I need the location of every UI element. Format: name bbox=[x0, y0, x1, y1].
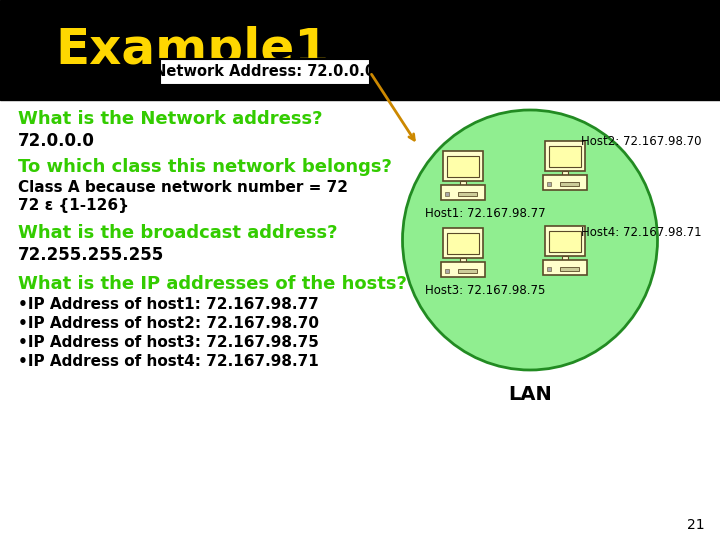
Bar bbox=[447, 233, 479, 254]
Bar bbox=[441, 262, 485, 276]
Bar bbox=[443, 151, 483, 181]
Text: Class A because network number = 72: Class A because network number = 72 bbox=[18, 180, 348, 195]
Bar bbox=[443, 228, 483, 258]
Bar bbox=[547, 267, 552, 271]
Text: Host2: 72.167.98.70: Host2: 72.167.98.70 bbox=[581, 135, 701, 148]
Bar bbox=[549, 146, 581, 167]
Bar bbox=[562, 256, 567, 260]
Text: Example1: Example1 bbox=[55, 26, 329, 74]
Text: •IP Address of host2: 72.167.98.70: •IP Address of host2: 72.167.98.70 bbox=[18, 316, 319, 331]
Text: •IP Address of host4: 72.167.98.71: •IP Address of host4: 72.167.98.71 bbox=[18, 354, 319, 369]
Text: 72.255.255.255: 72.255.255.255 bbox=[18, 246, 164, 264]
Bar bbox=[458, 269, 477, 273]
Text: Network Address: 72.0.0.0: Network Address: 72.0.0.0 bbox=[154, 64, 376, 79]
Text: Host3: 72.167.98.75: Host3: 72.167.98.75 bbox=[425, 284, 545, 297]
Bar bbox=[562, 171, 567, 175]
Text: What is the IP addresses of the hosts?: What is the IP addresses of the hosts? bbox=[18, 275, 407, 293]
Bar bbox=[460, 181, 466, 185]
Text: What is the broadcast address?: What is the broadcast address? bbox=[18, 224, 338, 242]
Bar bbox=[543, 175, 587, 190]
Bar bbox=[445, 269, 449, 273]
Bar bbox=[445, 192, 449, 195]
Bar bbox=[543, 260, 587, 275]
Text: Host1: 72.167.98.77: Host1: 72.167.98.77 bbox=[425, 207, 546, 220]
Ellipse shape bbox=[402, 110, 657, 370]
Bar bbox=[0, 0, 720, 100]
Bar bbox=[547, 183, 552, 186]
Text: 72 ε {1-126}: 72 ε {1-126} bbox=[18, 198, 129, 213]
Text: To which class this network belongs?: To which class this network belongs? bbox=[18, 158, 392, 176]
Bar bbox=[441, 185, 485, 200]
Text: •IP Address of host3: 72.167.98.75: •IP Address of host3: 72.167.98.75 bbox=[18, 335, 319, 350]
Bar bbox=[460, 258, 466, 262]
Text: Host4: 72.167.98.71: Host4: 72.167.98.71 bbox=[581, 226, 701, 239]
Text: 21: 21 bbox=[688, 518, 705, 532]
Bar bbox=[549, 231, 581, 252]
Bar bbox=[0, 100, 720, 540]
Text: LAN: LAN bbox=[508, 385, 552, 404]
Bar bbox=[559, 183, 579, 186]
Text: 72.0.0.0: 72.0.0.0 bbox=[18, 132, 95, 150]
Bar bbox=[559, 267, 579, 271]
Bar bbox=[545, 226, 585, 256]
Bar bbox=[545, 141, 585, 171]
Bar bbox=[160, 59, 370, 85]
Bar bbox=[458, 192, 477, 195]
Bar bbox=[447, 156, 479, 177]
Text: •IP Address of host1: 72.167.98.77: •IP Address of host1: 72.167.98.77 bbox=[18, 297, 319, 312]
Text: What is the Network address?: What is the Network address? bbox=[18, 110, 323, 128]
